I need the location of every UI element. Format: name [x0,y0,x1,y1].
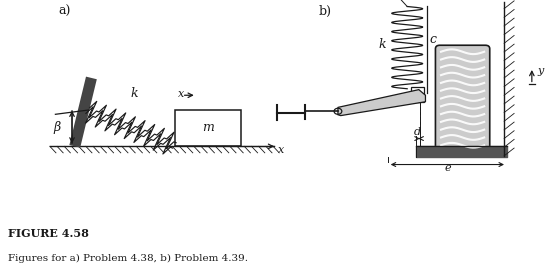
Text: b): b) [319,5,331,18]
Text: β: β [53,120,61,134]
Text: k: k [378,38,386,51]
Bar [175,110,241,146]
Text: d: d [414,127,421,137]
Text: Figures for a) Problem 4.38, b) Problem 4.39.: Figures for a) Problem 4.38, b) Problem … [8,254,248,263]
Bar [411,86,424,102]
Text: y: y [537,66,543,76]
Text: FIGURE 4.58: FIGURE 4.58 [8,228,89,239]
Text: k: k [130,87,138,100]
Polygon shape [338,90,425,116]
FancyBboxPatch shape [435,45,490,154]
Text: x: x [178,88,184,98]
Text: e: e [444,163,450,173]
Text: c: c [430,33,437,46]
Text: x: x [278,145,284,155]
Text: a): a) [58,5,70,18]
Text: m: m [202,121,214,134]
